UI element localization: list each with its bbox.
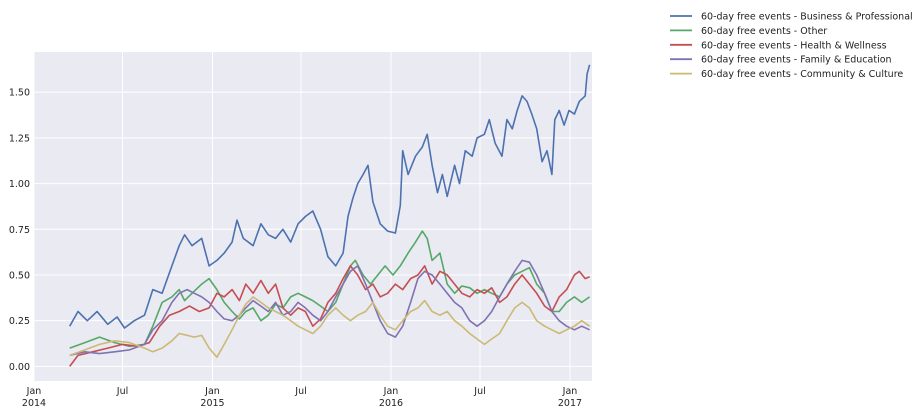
series-line-2 [69, 265, 590, 367]
x-tick-label: Jul [473, 386, 485, 397]
legend-label: 60-day free events - Business & Professi… [701, 12, 912, 23]
legend-label: 60-day free events - Health & Wellness [701, 40, 887, 51]
x-tick-year-label: 2017 [558, 398, 582, 409]
legend: 60-day free events - Business & Professi… [670, 12, 912, 80]
series-line-0 [69, 64, 591, 329]
x-tick-label: Jul [116, 386, 128, 397]
x-tick-label: Jan [383, 386, 399, 397]
y-tick-label: 0.75 [9, 225, 30, 236]
series-lines [69, 64, 591, 367]
y-tick-label: 1.50 [9, 88, 30, 99]
x-tick-label: Jan [562, 386, 578, 397]
x-tick-label: Jan [204, 386, 220, 397]
legend-label: 60-day free events - Community & Culture [701, 69, 903, 80]
legend-label: 60-day free events - Other [701, 26, 827, 37]
grid-lines [33, 52, 592, 381]
y-tick-label: 1.25 [9, 133, 30, 144]
y-tick-label: 0.25 [9, 316, 30, 327]
x-tick-label: Jul [294, 386, 306, 397]
x-tick-label: Jan [26, 386, 42, 397]
x-tick-year-label: 2016 [379, 398, 403, 409]
y-tick-label: 0.50 [9, 270, 30, 281]
series-line-3 [69, 259, 590, 357]
series-line-4 [69, 296, 591, 359]
x-tick-year-label: 2014 [22, 398, 46, 409]
plot-background [34, 52, 592, 381]
x-tick-year-label: 2015 [200, 398, 224, 409]
legend-label: 60-day free events - Family & Education [701, 55, 892, 66]
y-tick-label: 0.00 [9, 362, 30, 373]
y-axis-ticks: 0.00 0.25 0.50 0.75 1.00 1.25 1.50 [9, 88, 30, 373]
y-tick-label: 1.00 [9, 179, 30, 190]
